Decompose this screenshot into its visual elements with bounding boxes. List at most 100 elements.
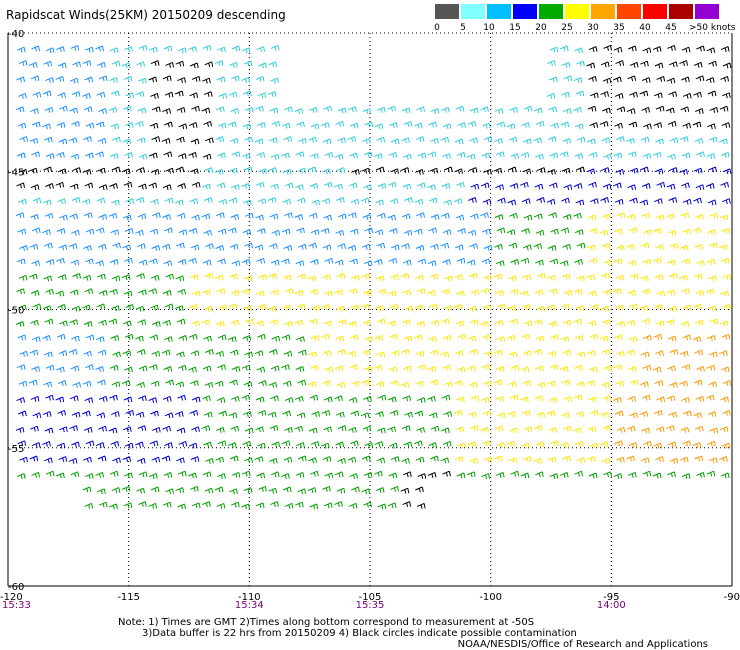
wind-barb <box>71 305 81 312</box>
wind-barb <box>59 320 68 327</box>
wind-barb <box>56 46 65 53</box>
wind-barb <box>562 137 571 144</box>
wind-barb <box>150 486 160 493</box>
wind-barb <box>443 411 453 418</box>
wind-barb <box>148 502 158 509</box>
wind-barb <box>416 397 426 404</box>
wind-barb <box>30 184 40 191</box>
wind-barb <box>123 214 132 221</box>
wind-barb <box>374 229 384 236</box>
wind-barb <box>269 425 279 432</box>
wind-barb <box>348 182 358 189</box>
wind-barb <box>708 136 718 143</box>
wind-barb <box>138 183 147 190</box>
wind-barb <box>348 288 358 295</box>
wind-barb <box>17 122 27 129</box>
wind-barb <box>679 60 688 67</box>
wind-barb <box>257 92 267 99</box>
wind-barb <box>268 273 278 279</box>
wind-barb <box>695 395 705 402</box>
wind-barb <box>549 397 558 404</box>
latitude-label: -55 <box>8 444 24 455</box>
wind-barb <box>310 440 320 447</box>
wind-barb <box>496 336 506 343</box>
wind-barb <box>722 92 731 99</box>
wind-barb <box>681 152 691 159</box>
wind-barb <box>268 381 278 388</box>
wind-barb <box>454 274 463 281</box>
wind-barb <box>375 166 385 173</box>
wind-barb <box>416 182 426 189</box>
wind-barb <box>588 151 598 158</box>
wind-barb <box>56 366 65 373</box>
wind-barb <box>616 350 625 357</box>
wind-barb <box>16 288 25 295</box>
wind-barb <box>403 120 413 127</box>
wind-barb <box>216 106 225 113</box>
wind-barb <box>521 442 530 449</box>
wind-barb <box>550 334 559 341</box>
legend-swatch <box>669 4 693 19</box>
wind-barb <box>547 168 556 175</box>
wind-barb <box>296 412 306 419</box>
wind-barb <box>693 61 703 68</box>
wind-barb <box>428 336 437 343</box>
wind-barb <box>668 91 678 98</box>
wind-barb <box>497 412 506 419</box>
wind-barb <box>268 487 278 494</box>
wind-barb <box>308 351 317 358</box>
wind-barb <box>190 168 199 175</box>
wind-barb <box>69 77 79 84</box>
wind-barb <box>654 409 663 416</box>
wind-barb <box>45 288 54 295</box>
wind-barb <box>390 138 400 145</box>
wind-barb <box>83 350 92 357</box>
wind-barb <box>95 227 105 234</box>
wind-barb <box>95 45 104 52</box>
wind-barb <box>523 244 532 251</box>
wind-barb <box>42 90 52 97</box>
wind-barb <box>190 485 199 492</box>
wind-barb <box>559 151 569 158</box>
wind-barb <box>162 395 172 402</box>
wind-barb <box>162 319 171 326</box>
wind-barb <box>559 471 569 478</box>
wind-barb <box>616 456 625 463</box>
longitude-label: -100 <box>479 592 502 603</box>
wind-barb <box>336 197 345 203</box>
wind-barb <box>98 184 108 191</box>
wind-barb <box>707 440 716 447</box>
wind-barb <box>16 152 26 159</box>
wind-barb <box>706 47 716 54</box>
wind-barb <box>229 379 238 386</box>
wind-barb <box>121 168 131 175</box>
wind-barb <box>574 440 584 447</box>
wind-barb <box>466 471 476 478</box>
wind-barb <box>350 198 360 205</box>
wind-barb <box>562 425 572 432</box>
wind-barb <box>82 198 91 205</box>
wind-barb <box>124 333 134 340</box>
wind-barb <box>586 380 596 387</box>
wind-barb <box>322 485 331 492</box>
wind-barb <box>642 259 652 265</box>
wind-barb <box>150 274 160 281</box>
wind-barb <box>307 487 317 494</box>
wind-barb <box>95 336 105 343</box>
wind-barb <box>576 242 586 249</box>
wind-barb <box>162 108 171 115</box>
wind-barb <box>165 273 174 280</box>
wind-barb <box>587 320 597 327</box>
wind-barb <box>454 380 463 387</box>
wind-barb <box>177 470 187 477</box>
wind-barb <box>403 229 413 236</box>
wind-barb <box>231 471 241 478</box>
wind-barb <box>534 289 544 296</box>
longitude-label: -115 <box>117 592 140 603</box>
wind-barb <box>256 257 266 264</box>
wind-barb <box>390 168 399 175</box>
wind-barb <box>45 47 55 54</box>
wind-barb <box>71 91 81 98</box>
wind-barb <box>241 394 250 401</box>
wind-barb <box>652 46 662 53</box>
